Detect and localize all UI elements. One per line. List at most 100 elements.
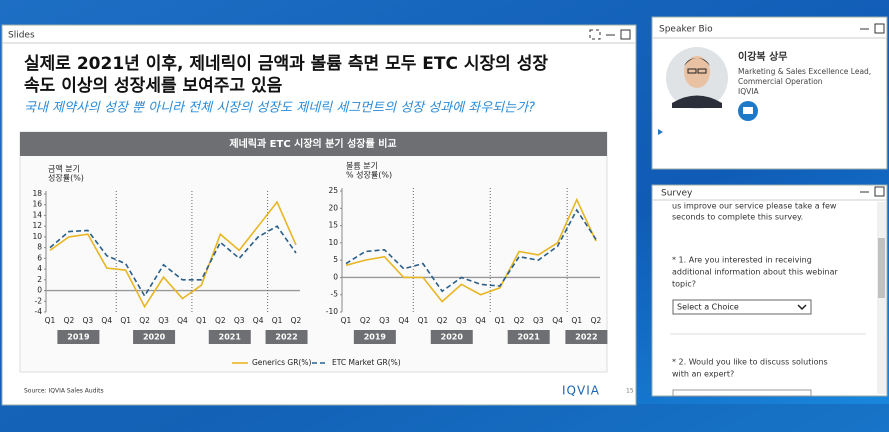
survey-question: topic? [672,280,696,289]
slide-title: 실제로 2021년 이후, 제네릭이 금액과 볼륨 측면 모두 ETC 시장의 … [24,53,548,74]
x-tick-label: Q2 [514,316,525,325]
survey-question: with an expert? [672,370,734,379]
slide-subtitle: 국내 제약사의 성장 뿐 아니라 전체 시장의 성장도 제네릭 세그먼트의 성장… [24,101,535,116]
banner-text: 제네릭과 ETC 시장의 분기 성장률 비교 [229,137,396,150]
series-line [345,197,597,303]
x-tick-label: Q3 [456,316,467,325]
x-tick-label: Q2 [215,316,226,325]
x-tick-label: Q1 [571,316,582,325]
maximize-button[interactable] [874,186,885,197]
logo: IQVIA [562,384,600,398]
x-tick-label: Q4 [177,316,188,325]
panel-title: Slides [8,31,35,41]
year-box [133,330,176,344]
x-tick-label: Q3 [83,316,94,325]
y-tick-label: 0 [333,272,338,281]
y-tick-label: 14 [32,210,42,219]
x-tick-label: Q1 [120,316,131,325]
y-tick-label: 5 [333,255,338,264]
y-axis-label: 금액 분기 [48,164,80,174]
x-tick-label: Q4 [398,316,409,325]
maximize-button[interactable] [874,23,885,34]
survey-intro: us improve our service please take a few [672,202,837,211]
x-tick-label: Q1 [45,316,56,325]
y-tick-label: 2 [37,275,42,284]
y-tick-label: 4 [37,264,42,273]
y-tick-label: 18 [32,189,42,198]
y-tick-label: 10 [32,232,42,241]
select-box[interactable] [672,389,812,397]
survey-intro: seconds to complete this survey. [672,213,803,222]
select-arrow [797,304,807,311]
speaker-role: Commercial Operation [738,77,823,86]
year-label: 2021 [219,333,242,342]
x-tick-label: Q4 [253,316,264,325]
y-tick-label: 15 [328,221,338,230]
x-tick-label: Q1 [272,316,283,325]
series-line [49,225,297,298]
series-line [345,208,597,293]
year-label: 2020 [441,333,464,342]
x-tick-label: Q4 [475,316,486,325]
survey-panel [651,184,888,397]
survey-question: additional information about this webina… [672,268,838,277]
survey-question: * 2. Would you like to discuss solutions [672,358,828,367]
year-label: 2019 [364,333,387,342]
x-tick-label: Q2 [139,316,150,325]
speaker-photo [666,47,728,109]
year-box [507,330,550,344]
x-tick-label: Q1 [196,316,207,325]
y-tick-label: -4 [35,307,43,316]
year-box [353,330,396,344]
y-tick-label: 12 [32,221,42,230]
x-tick-label: Q3 [158,316,169,325]
x-tick-label: Q2 [591,316,602,325]
slide-title: 속도 이상의 성장세를 보여주고 있음 [24,76,283,96]
select-box[interactable] [672,299,812,315]
panel-title: Survey [661,189,693,199]
y-axis-label: 성장률(%) [48,173,84,183]
fullscreen-button[interactable] [589,29,601,40]
y-tick-label: 8 [37,243,42,252]
series-line [49,200,297,309]
panel-title: Speaker Bio [659,25,713,35]
y-tick-label: -5 [331,290,339,299]
year-box [208,330,251,344]
x-tick-label: Q3 [234,316,245,325]
scrollbar-thumb[interactable] [878,238,885,298]
x-tick-label: Q3 [533,316,544,325]
year-label: 2020 [143,333,166,342]
x-tick-label: Q4 [552,316,563,325]
y-tick-label: 16 [32,200,42,209]
page-number: 15 [626,388,634,395]
x-tick-label: Q2 [64,316,75,325]
speaker-name: 이강복 상무 [738,50,787,63]
year-box [57,330,100,344]
y-tick-label: 20 [328,203,338,212]
y-axis-label: 볼륨 분기 [346,161,378,171]
legend-label: ETC Market GR(%) [332,358,401,367]
source: Source: IQVIA Sales Audits [24,388,104,395]
y-tick-label: 6 [37,253,42,262]
speaker-company: IQVIA [738,87,759,96]
chart-banner [20,132,607,156]
x-tick-label: Q2 [437,316,448,325]
year-box [265,330,308,344]
year-label: 2022 [275,333,297,342]
y-tick-label: 0 [37,286,42,295]
select-text: Select a Choice [677,303,739,312]
y-axis-label: % 성장률(%) [346,170,392,180]
year-box [430,330,473,344]
maximize-button[interactable] [620,29,631,40]
expand-arrow[interactable] [658,129,663,135]
x-tick-label: Q2 [360,316,371,325]
year-box [565,330,608,344]
x-tick-label: Q4 [101,316,112,325]
x-tick-label: Q3 [379,316,390,325]
email-icon [743,107,753,114]
speaker-panel [651,16,888,170]
y-tick-label: 25 [328,186,338,195]
y-tick-label: 10 [328,238,338,247]
